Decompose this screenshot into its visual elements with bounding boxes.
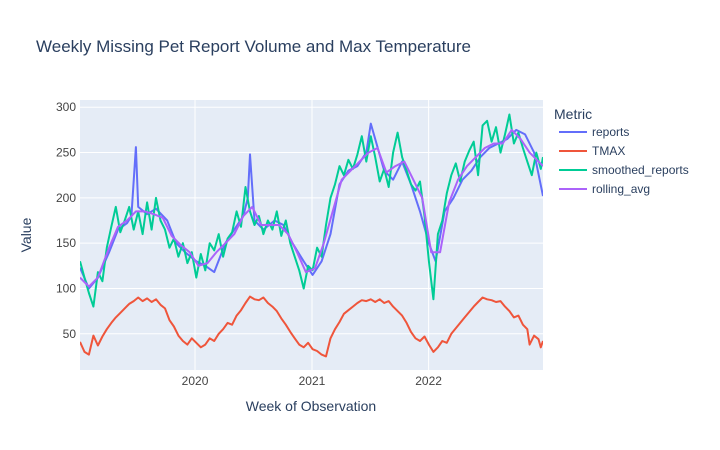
axis-ticks: 50 100 150 200 250 300 2020 2021 2022 xyxy=(56,100,442,388)
legend-label: reports xyxy=(592,125,629,139)
x-tick-label: 2022 xyxy=(415,374,442,388)
y-tick-label: 300 xyxy=(56,100,76,114)
series-line-TMAX[interactable] xyxy=(80,295,543,358)
series-line-rolling-avg[interactable] xyxy=(80,128,543,288)
x-tick-label: 2021 xyxy=(299,374,326,388)
legend-label: TMAX xyxy=(592,144,625,158)
legend-label: rolling_avg xyxy=(592,182,650,196)
legend-item-rolling-avg[interactable]: rolling_avg xyxy=(559,182,650,196)
y-tick-label: 250 xyxy=(56,146,76,160)
legend-item-reports[interactable]: reports xyxy=(559,125,629,139)
series-lines xyxy=(80,113,543,358)
y-axis-label: Value xyxy=(18,217,34,252)
legend-label: smoothed_reports xyxy=(592,163,689,177)
x-axis-label: Week of Observation xyxy=(246,398,376,414)
gridlines xyxy=(80,100,543,370)
y-tick-label: 50 xyxy=(63,327,77,341)
y-tick-label: 100 xyxy=(56,281,76,295)
y-tick-label: 200 xyxy=(56,191,76,205)
chart-title: Weekly Missing Pet Report Volume and Max… xyxy=(36,37,471,56)
legend-item-smoothed-reports[interactable]: smoothed_reports xyxy=(559,163,689,177)
x-tick-label: 2020 xyxy=(182,374,209,388)
legend-title: Metric xyxy=(554,106,592,122)
y-tick-label: 150 xyxy=(56,236,76,250)
legend[interactable]: Metric reports TMAX smoothed_reportsrollin… xyxy=(554,106,689,196)
legend-item-TMAX[interactable]: TMAX xyxy=(559,144,625,158)
